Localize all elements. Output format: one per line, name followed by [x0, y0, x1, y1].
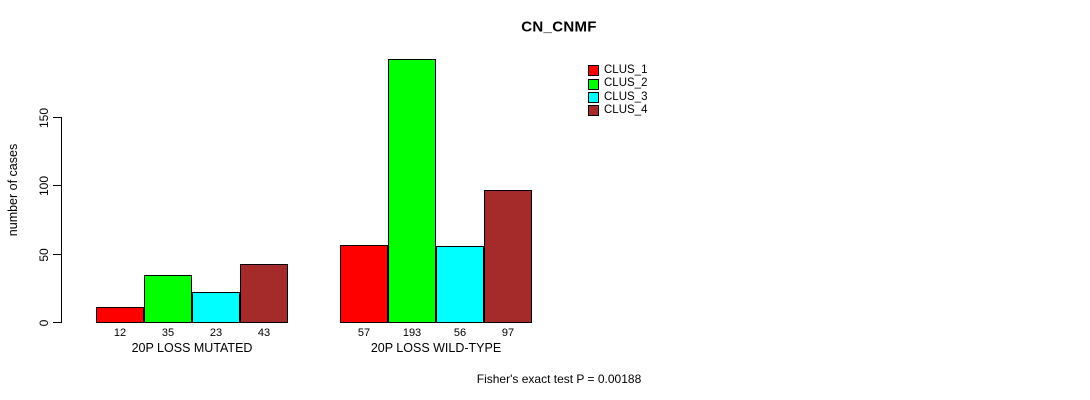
bar-value-label: 12: [113, 327, 127, 339]
y-axis-tick-label: 0: [37, 319, 51, 326]
legend-swatch: [588, 65, 599, 77]
group-label-1: 20P LOSS MUTATED: [131, 341, 253, 355]
y-axis-tick: [53, 254, 61, 255]
group-label-2: 20P LOSS WILD-TYPE: [370, 341, 502, 355]
y-axis-tick-label: 100: [37, 175, 51, 196]
bar-value-label: 97: [501, 327, 515, 339]
bar-value-label: 193: [402, 327, 422, 339]
bar-clus_3-group1: [192, 292, 240, 323]
bar-clus_4-group1: [240, 264, 288, 323]
y-axis-tick-label: 50: [37, 247, 51, 262]
legend-label: CLUS_4: [604, 104, 648, 117]
chart-title: CN_CNMF: [521, 18, 597, 36]
bar-value-label: 23: [209, 327, 223, 339]
bar-clus_1-group1: [96, 307, 144, 323]
bar-value-label: 43: [257, 327, 271, 339]
y-axis-tick: [53, 185, 61, 186]
bar-clus_1-group2: [340, 245, 388, 323]
fisher-test-annotation: Fisher's exact test P = 0.00188: [476, 372, 642, 386]
bar-clus_3-group2: [436, 246, 484, 323]
legend-swatch: [588, 91, 599, 103]
bar-clus_2-group1: [144, 275, 192, 323]
legend-item: CLUS_1: [588, 64, 647, 77]
legend-label: CLUS_2: [604, 77, 648, 90]
bar-value-label: 57: [357, 327, 371, 339]
chart-legend: CLUS_1 CLUS_2 CLUS_3 CLUS_4: [588, 64, 647, 118]
legend-item: CLUS_3: [588, 91, 647, 104]
y-axis-line: [61, 117, 62, 323]
bar-clus_4-group2: [484, 190, 532, 323]
bar-value-label: 35: [161, 327, 175, 339]
y-axis-tick: [53, 322, 61, 323]
bar-clus_2-group2: [388, 59, 436, 323]
legend-item: CLUS_4: [588, 104, 647, 117]
y-axis-tick: [53, 117, 61, 118]
legend-swatch: [588, 105, 599, 117]
legend-item: CLUS_2: [588, 77, 647, 90]
legend-swatch: [588, 78, 599, 90]
y-axis-label: number of cases: [6, 143, 20, 237]
y-axis-tick-label: 150: [37, 107, 51, 128]
bar-value-label: 56: [453, 327, 467, 339]
legend-label: CLUS_1: [604, 63, 648, 76]
legend-label: CLUS_3: [604, 90, 648, 103]
